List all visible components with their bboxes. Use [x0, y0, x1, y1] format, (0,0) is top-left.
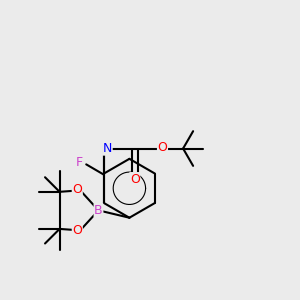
Text: N: N [103, 142, 112, 155]
Text: O: O [158, 141, 167, 154]
Text: O: O [130, 172, 140, 186]
Text: O: O [72, 224, 82, 238]
Text: O: O [72, 183, 82, 196]
Text: B: B [94, 204, 103, 217]
Text: F: F [76, 156, 83, 170]
